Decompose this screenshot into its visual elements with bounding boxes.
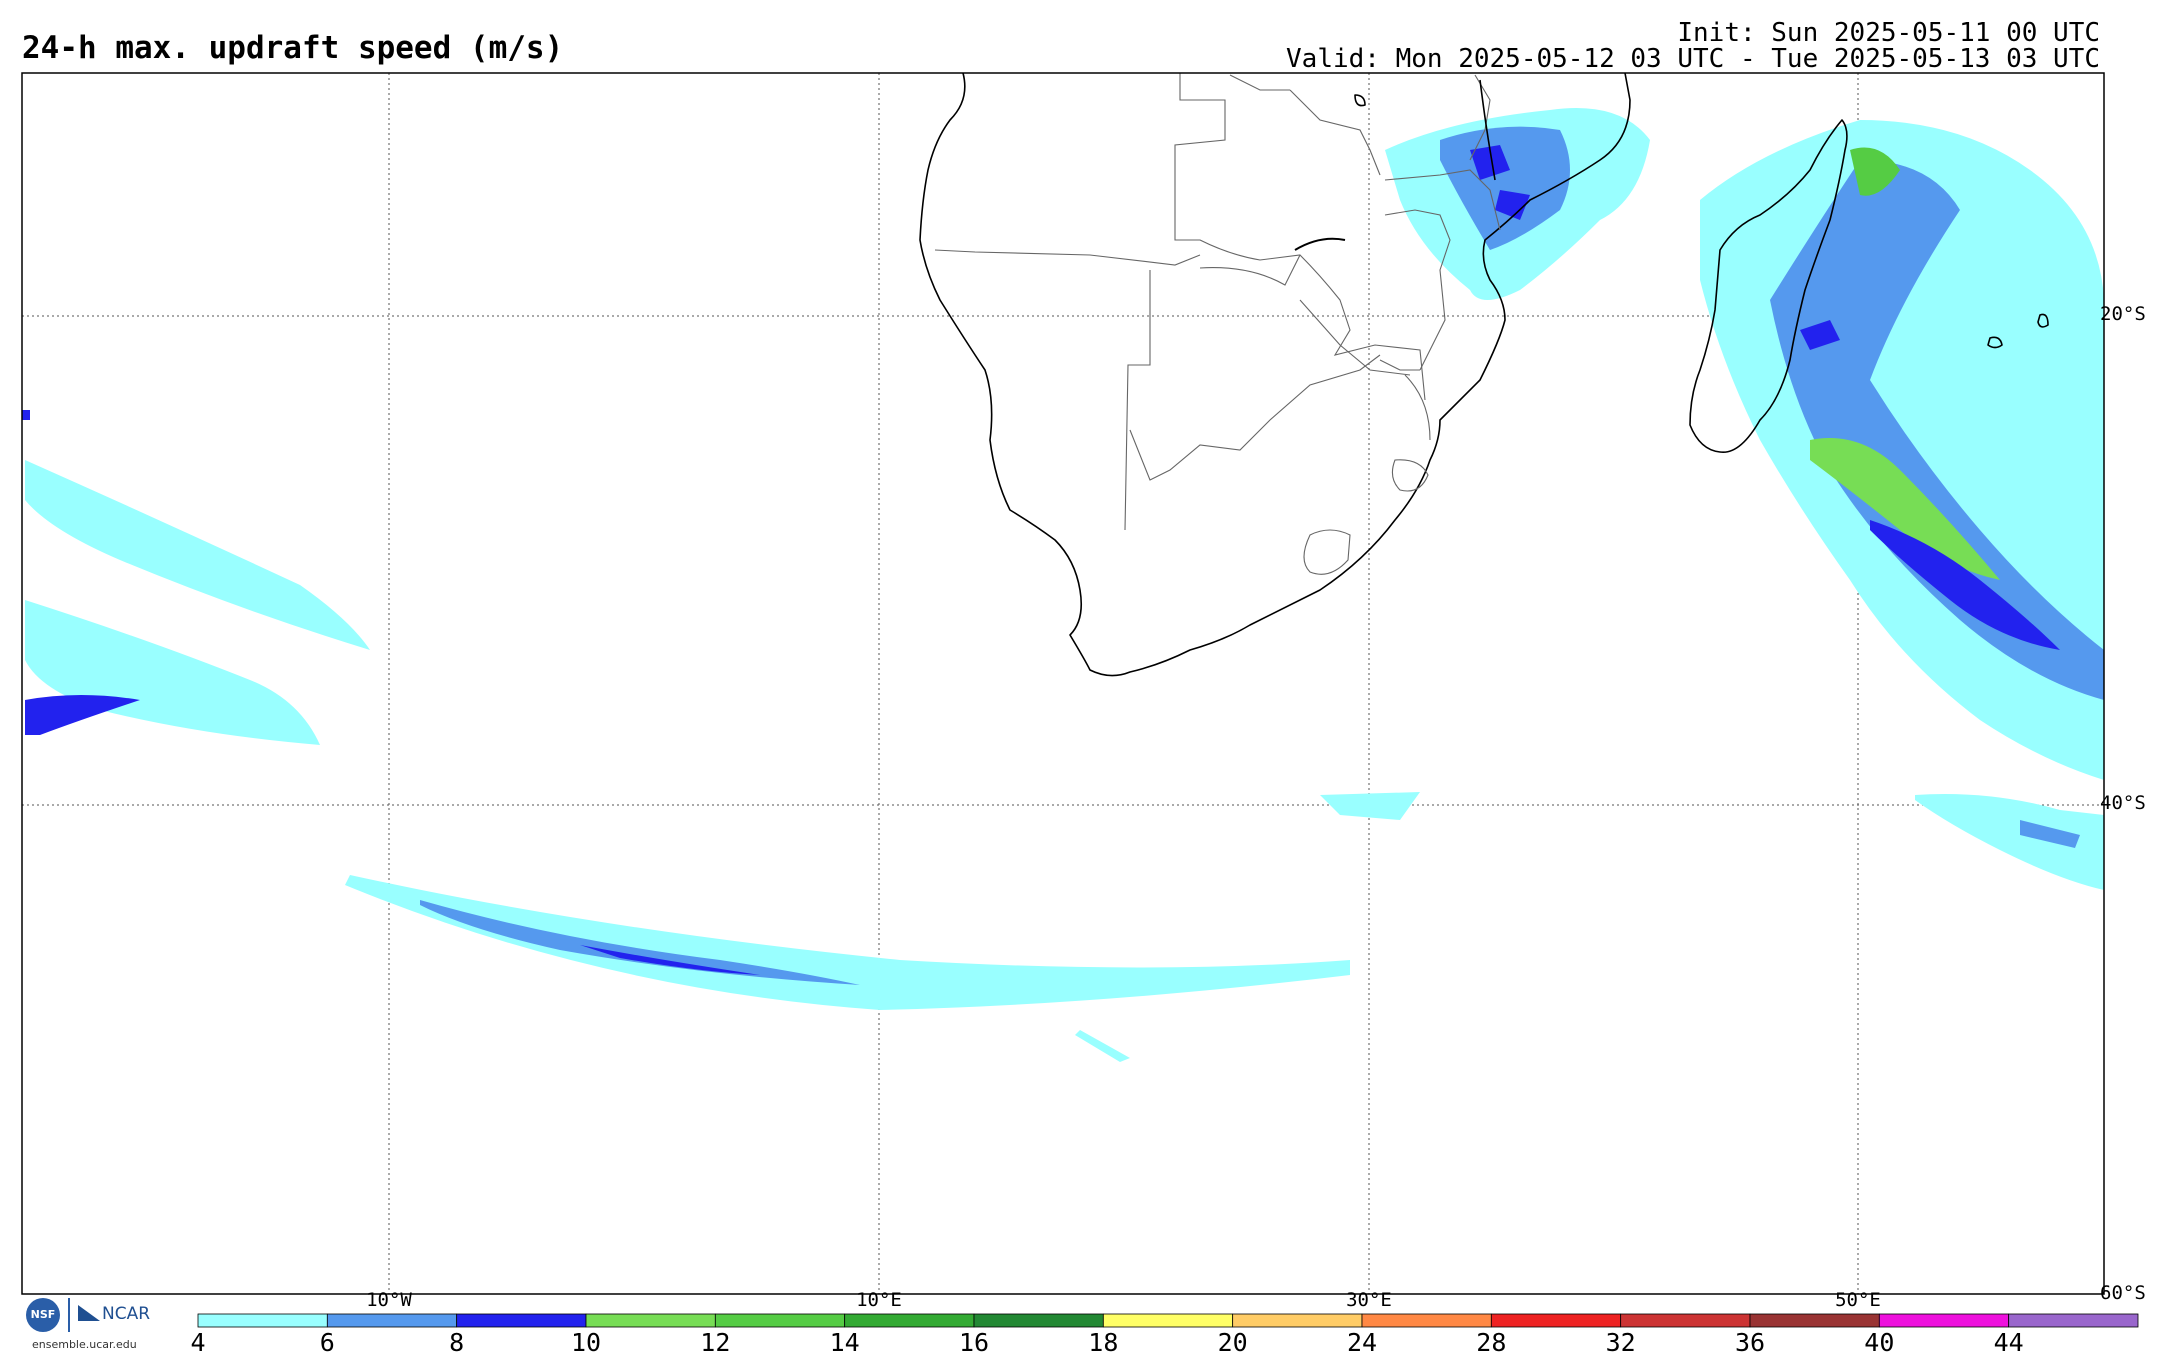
colorbar-tick-label: 12 (700, 1328, 731, 1357)
colorbar-tick-label: 24 (1346, 1328, 1378, 1357)
colorbar-swatch (844, 1313, 975, 1328)
mauritius-island (2037, 313, 2049, 328)
map-border (21, 72, 2105, 1295)
colorbar-swatch (197, 1313, 328, 1328)
colorbar-tick-label: 18 (1088, 1328, 1119, 1357)
colorbar-tick-label: 40 (1864, 1328, 1895, 1357)
colorbar-tick-label: 6 (319, 1328, 335, 1357)
nsf-logo: NSF (26, 1298, 60, 1332)
lake-victoria-region (1354, 94, 1366, 107)
valid-time: Valid: Mon 2025-05-12 03 UTC - Tue 2025-… (1286, 44, 2100, 74)
updraft-band-south-atlantic (345, 875, 1350, 1062)
lon-label-50e: 50°E (1835, 1289, 1881, 1311)
ncar-logo-text: NCAR (102, 1304, 151, 1324)
colorbar (197, 1313, 2139, 1328)
madagascar-coastline (1689, 119, 1848, 453)
colorbar-tick-label: 14 (829, 1328, 860, 1357)
colorbar-tick-label: 4 (190, 1328, 206, 1357)
colorbar-swatch (973, 1313, 1104, 1328)
ncar-logo: NCAR (78, 1304, 150, 1324)
init-time: Init: Sun 2025-05-11 00 UTC (1677, 18, 2100, 48)
colorbar-swatch (326, 1313, 458, 1328)
updraft-madagascar-indian-ocean (1700, 120, 2104, 780)
colorbar-swatch (1878, 1313, 2010, 1328)
eswatini-border (1391, 459, 1429, 492)
map-title: 24-h max. updraft speed (m/s) (22, 30, 564, 66)
logo-separator (68, 1298, 70, 1332)
colorbar-swatch (1749, 1313, 1880, 1328)
lat-label-60s: 60°S (2100, 1282, 2146, 1304)
ncar-flag-icon (78, 1305, 100, 1321)
colorbar-swatch (1102, 1313, 1234, 1328)
colorbar-tick-label: 20 (1217, 1328, 1248, 1357)
lake-kariba (1294, 237, 1346, 251)
colorbar-tick-label: 16 (958, 1328, 990, 1357)
lon-label-10w: 10°W (366, 1289, 412, 1311)
updraft-south-indian-ocean (1320, 792, 2104, 890)
updraft-streaks-west (22, 410, 370, 745)
colorbar-swatch (1232, 1313, 1363, 1328)
lon-label-10e: 10°E (856, 1289, 902, 1311)
coastlines (919, 72, 2049, 677)
colorbar-tick-label: 44 (1993, 1328, 2024, 1357)
ensemble-url: ensemble.ucar.edu (32, 1338, 137, 1351)
colorbar-tick-label: 8 (449, 1328, 465, 1357)
lat-label-40s: 40°S (2100, 792, 2146, 814)
reunion-island (1987, 336, 2003, 349)
colorbar-swatch (456, 1313, 587, 1328)
colorbar-swatch (1620, 1313, 1751, 1328)
colorbar-swatch (1361, 1313, 1492, 1328)
colorbar-tick-label: 36 (1734, 1328, 1766, 1357)
lon-label-30e: 30°E (1346, 1289, 1392, 1311)
colorbar-swatch (585, 1313, 716, 1328)
updraft-east-africa (1385, 108, 1650, 300)
country-borders (934, 73, 1501, 575)
colorbar-swatch (2008, 1313, 2139, 1328)
africa-coastline (919, 72, 1631, 677)
lake-malawi (1479, 79, 1496, 181)
lesotho-border (1303, 529, 1351, 575)
colorbar-swatch (1490, 1313, 1622, 1328)
lat-label-20s: 20°S (2100, 303, 2146, 325)
colorbar-tick-label: 10 (570, 1328, 602, 1357)
colorbar-tick-label: 32 (1605, 1328, 1636, 1357)
colorbar-swatch (714, 1313, 846, 1328)
colorbar-tick-label: 28 (1476, 1328, 1507, 1357)
